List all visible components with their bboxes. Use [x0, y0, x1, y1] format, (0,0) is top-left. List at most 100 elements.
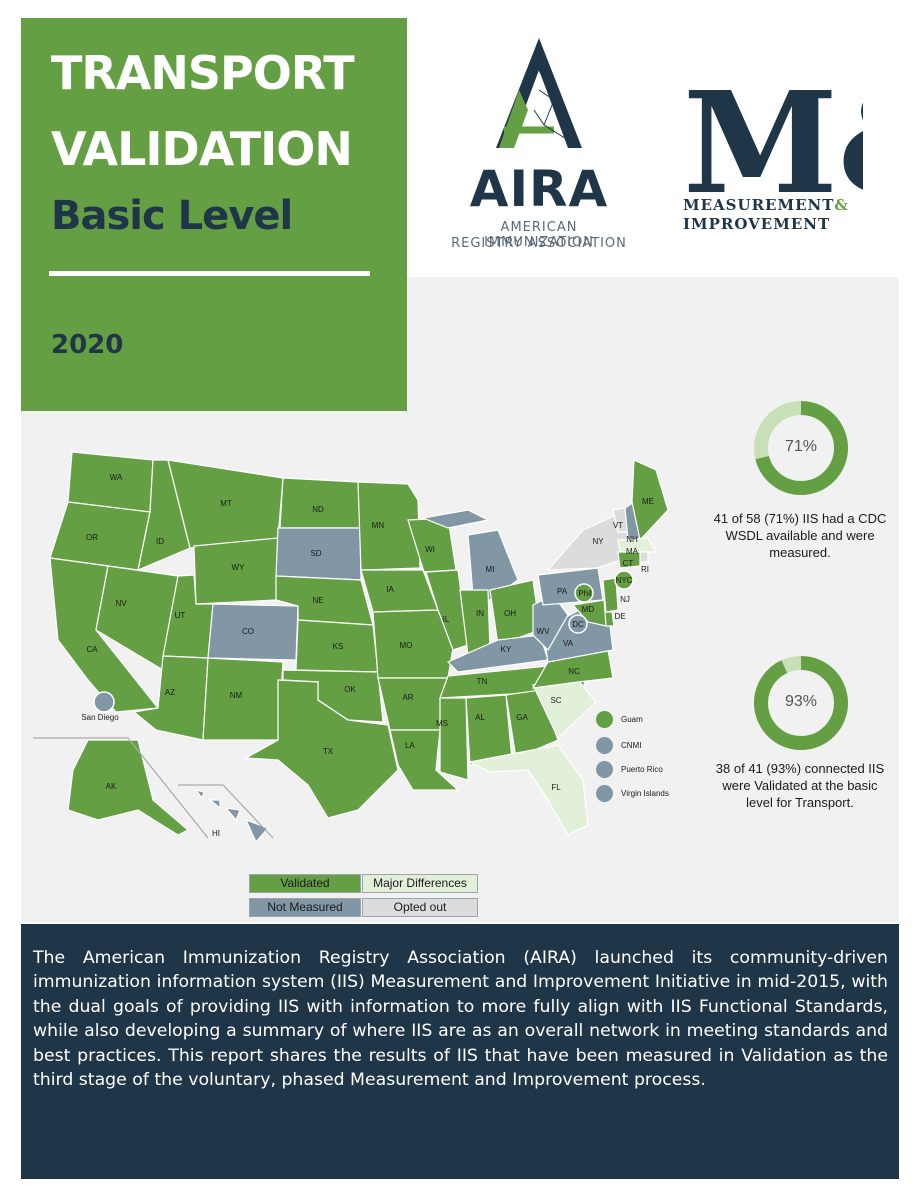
- label-ak: AK: [106, 782, 117, 791]
- label-mt: MT: [220, 499, 232, 508]
- label-ga: GA: [516, 713, 528, 722]
- label-wa: WA: [110, 473, 123, 482]
- donut-93-arc: [754, 656, 848, 750]
- state-tx: [243, 679, 399, 819]
- label-wi: WI: [425, 545, 435, 554]
- territory-guam: Guam: [596, 711, 643, 728]
- jurisdiction-sandiego-circle: [93, 691, 115, 713]
- stat-2-line-1: 38 of 41 (93%) connected IIS: [715, 761, 885, 776]
- label-tn: TN: [477, 677, 488, 686]
- label-nh: NH: [626, 535, 638, 544]
- label-ne: NE: [312, 596, 323, 605]
- label-sd: SD: [310, 549, 321, 558]
- donut-71-label: 71%: [784, 438, 818, 455]
- aira-logo-icon: [496, 38, 582, 148]
- stat-2-text: 38 of 41 (93%) connected IIS were Valida…: [700, 760, 900, 811]
- label-in: IN: [476, 609, 484, 618]
- label-dc: DC: [572, 620, 584, 629]
- label-nv: NV: [115, 599, 127, 608]
- inset-divider-ak: [33, 737, 209, 839]
- title-line-2: VALIDATION: [51, 122, 353, 176]
- title-divider: [49, 271, 370, 276]
- stat-1-line-3: measured.: [769, 545, 831, 560]
- donut-93-label: 93%: [784, 693, 818, 710]
- legend-major-differences: Major Differences: [362, 874, 478, 893]
- aira-tagline-1: AMERICAN IMMUNIZATION: [484, 220, 594, 250]
- territory-guam-label: Guam: [621, 715, 643, 724]
- label-ut: UT: [175, 611, 186, 620]
- state-nd: [279, 477, 361, 529]
- title-block: TRANSPORT VALIDATION Basic Level 2020: [21, 18, 407, 411]
- mi-tagline-2: IMPROVEMENT: [683, 215, 831, 233]
- stat-1-line-2: WSDL available and were: [725, 528, 875, 543]
- state-fl: [468, 744, 589, 836]
- state-ma: [617, 537, 658, 553]
- state-ms: [439, 697, 469, 781]
- label-de: DE: [614, 612, 625, 621]
- state-mo: [372, 609, 454, 679]
- aira-tagline-2: REGISTRY ASSOCIATION: [451, 236, 627, 251]
- state-ia: [360, 569, 439, 613]
- state-me: [631, 459, 669, 542]
- label-ks: KS: [333, 642, 344, 651]
- report-year: 2020: [51, 330, 124, 360]
- territory-cnmi-dot: [596, 737, 613, 754]
- state-pa: [537, 567, 604, 606]
- territory-puerto-rico-label: Puerto Rico: [621, 765, 663, 774]
- label-va: VA: [563, 639, 574, 648]
- label-ma: MA: [626, 547, 639, 556]
- label-al: AL: [475, 713, 485, 722]
- stat-2-line-2: were Validated at the basic: [722, 778, 878, 793]
- us-map: WA OR CA ID NV MT WY UT AZ CO NM ND SD N…: [33, 451, 669, 844]
- label-nj: NJ: [620, 595, 630, 604]
- footer-text: The American Immunization Registry Assoc…: [33, 948, 888, 1091]
- label-tx: TX: [323, 747, 334, 756]
- jurisdiction-nyc-circle: [614, 570, 634, 590]
- state-ak: [67, 739, 190, 836]
- territory-virgin-islands-dot: [596, 785, 613, 802]
- territory-virgin-islands: Virgin Islands: [596, 785, 669, 802]
- stat-1-text: 41 of 58 (71%) IIS had a CDC WSDL availa…: [700, 510, 900, 561]
- state-id: [137, 459, 191, 571]
- label-san-diego: San Diego: [81, 713, 119, 722]
- label-ky: KY: [501, 645, 512, 654]
- donut-71-arc: [754, 401, 848, 495]
- label-id: ID: [156, 537, 164, 546]
- label-fl: FL: [551, 783, 561, 792]
- state-il: [425, 569, 469, 651]
- label-ny: NY: [592, 537, 604, 546]
- label-co: CO: [242, 627, 254, 636]
- donut-chart-93: [754, 656, 848, 750]
- jurisdiction-dc-circle: [568, 614, 588, 634]
- label-oh: OH: [504, 609, 516, 618]
- mi-measurement-text: MEASUREMENT: [683, 196, 835, 214]
- jurisdiction-phil-circle: [574, 583, 594, 603]
- state-ri: [639, 551, 649, 563]
- label-md: MD: [582, 605, 595, 614]
- state-ky: [446, 634, 549, 673]
- territory-puerto-rico-dot: [596, 761, 613, 778]
- subtitle: Basic Level: [51, 193, 293, 239]
- stat-2-line-3: level for Transport.: [746, 795, 854, 810]
- label-ct: CT: [623, 559, 634, 568]
- mi-tagline-1: MEASUREMENT&: [683, 196, 849, 214]
- label-sc: SC: [550, 696, 561, 705]
- footer-description: The American Immunization Registry Assoc…: [21, 924, 899, 1179]
- label-mn: MN: [372, 521, 385, 530]
- mi-mark-text: M&I: [683, 74, 863, 194]
- state-al: [465, 694, 513, 766]
- stat-1-line-1: 41 of 58 (71%) IIS had a CDC: [713, 511, 887, 526]
- territory-guam-dot: [596, 711, 613, 728]
- state-hi: [194, 789, 270, 844]
- label-or: OR: [86, 533, 98, 542]
- aira-wordmark: AIRA: [469, 160, 609, 218]
- label-ia: IA: [386, 585, 394, 594]
- inset-divider-hi: [178, 784, 274, 839]
- label-ar: AR: [402, 693, 413, 702]
- label-wy: WY: [232, 563, 246, 572]
- territory-cnmi-label: CNMI: [621, 741, 642, 750]
- label-la: LA: [405, 741, 415, 750]
- title-line-1: TRANSPORT: [51, 46, 355, 100]
- territory-virgin-islands-label: Virgin Islands: [621, 789, 669, 798]
- label-me: ME: [642, 497, 654, 506]
